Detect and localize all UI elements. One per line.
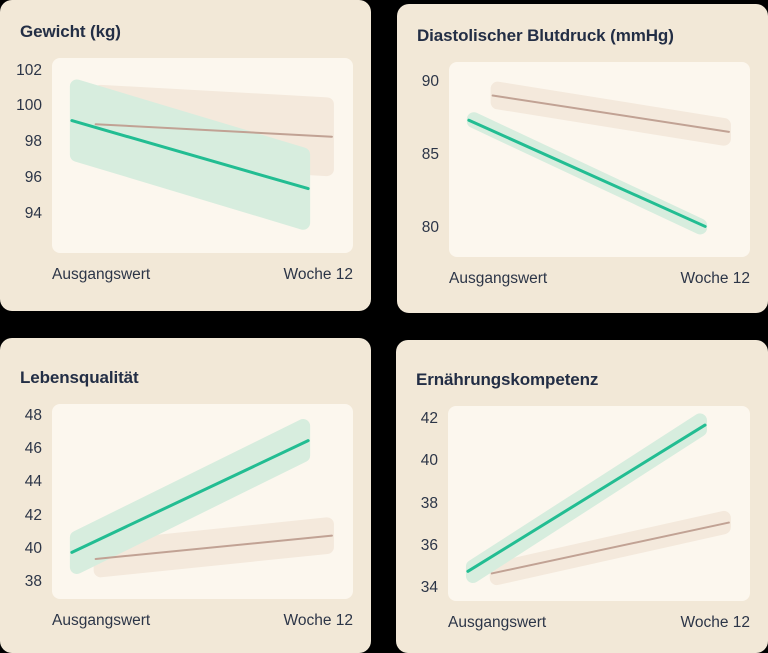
x-tick-label-baseline: Ausgangswert (449, 270, 548, 287)
y-tick-label: 102 (16, 61, 42, 79)
chart-area: 90 85 80 (417, 62, 750, 257)
chart-area: 102 100 98 96 94 (16, 58, 353, 253)
y-axis: 90 85 80 (417, 62, 449, 257)
teal-series-line (467, 118, 707, 228)
y-tick-label: 85 (421, 146, 439, 164)
plot-area (52, 58, 353, 253)
y-tick-label: 38 (24, 573, 42, 591)
tan-series-line (94, 534, 333, 560)
teal-series-line (70, 119, 310, 191)
chart-area: 48 46 44 42 40 38 (20, 404, 353, 599)
x-tick-label-baseline: Ausgangswert (52, 612, 151, 629)
chart-canvas (466, 81, 731, 235)
y-tick-label: 42 (24, 506, 42, 524)
teal-series-line (466, 423, 707, 573)
x-tick-label-week12: Woche 12 (680, 270, 750, 287)
plot-area (52, 404, 353, 599)
x-tick-label-week12: Woche 12 (283, 612, 353, 629)
teal-series-line (70, 439, 310, 554)
chart-area: 42 40 38 36 34 (416, 406, 750, 601)
chart-canvas (69, 419, 334, 578)
chart-panel-ernaehrungskompetenz: Ernährungskompetenz 42 40 38 36 34 Ausgangsw… (396, 340, 768, 653)
y-axis: 42 40 38 36 34 (416, 406, 448, 601)
chart-panel-gewicht: Gewicht (kg) 102 100 98 96 94 Ausgangswert W… (0, 0, 371, 311)
y-tick-label: 46 (24, 440, 42, 457)
y-tick-label: 36 (420, 536, 438, 554)
tan-series-line (94, 123, 333, 138)
tan-series-line (491, 94, 730, 133)
x-axis: Ausgangswert Woche 12 (52, 266, 353, 284)
y-axis: 102 100 98 96 94 (16, 58, 52, 253)
y-tick-label: 80 (421, 218, 439, 236)
x-axis: Ausgangswert Woche 12 (52, 612, 353, 630)
chart-title: Diastolischer Blutdruck (mmHg) (417, 26, 674, 45)
y-tick-label: 44 (24, 473, 42, 491)
chart-canvas (465, 413, 731, 586)
x-axis: Ausgangswert Woche 12 (448, 614, 750, 632)
chart-title: Ernährungskompetenz (416, 370, 599, 389)
chart-panel-lebensqualitaet: Lebensqualität 48 46 44 42 40 38 Ausgangswert… (0, 338, 371, 653)
x-axis: Ausgangswert Woche 12 (449, 270, 750, 288)
y-tick-label: 48 (24, 406, 42, 424)
y-axis: 48 46 44 42 40 38 (20, 404, 52, 599)
y-tick-label: 40 (420, 452, 438, 470)
y-tick-label: 100 (16, 97, 42, 115)
x-tick-label-baseline: Ausgangswert (52, 266, 151, 283)
x-tick-label-week12: Woche 12 (680, 614, 750, 631)
y-tick-label: 98 (24, 133, 42, 151)
plot-area (448, 406, 750, 601)
y-tick-label: 94 (24, 204, 42, 222)
plot-area (449, 62, 750, 257)
chart-panel-blutdruck: Diastolischer Blutdruck (mmHg) 90 85 80 Au… (397, 4, 768, 313)
y-tick-label: 38 (420, 494, 438, 512)
x-tick-label-week12: Woche 12 (283, 266, 353, 283)
y-tick-label: 42 (420, 409, 438, 427)
y-tick-label: 40 (24, 540, 42, 557)
y-tick-label: 96 (24, 168, 42, 186)
y-tick-label: 90 (421, 73, 439, 91)
tan-series-line (490, 521, 730, 575)
chart-canvas (69, 79, 334, 230)
chart-title: Lebensqualität (20, 368, 139, 387)
chart-title: Gewicht (kg) (20, 22, 121, 41)
y-tick-label: 34 (420, 579, 438, 597)
x-tick-label-baseline: Ausgangswert (448, 614, 547, 631)
